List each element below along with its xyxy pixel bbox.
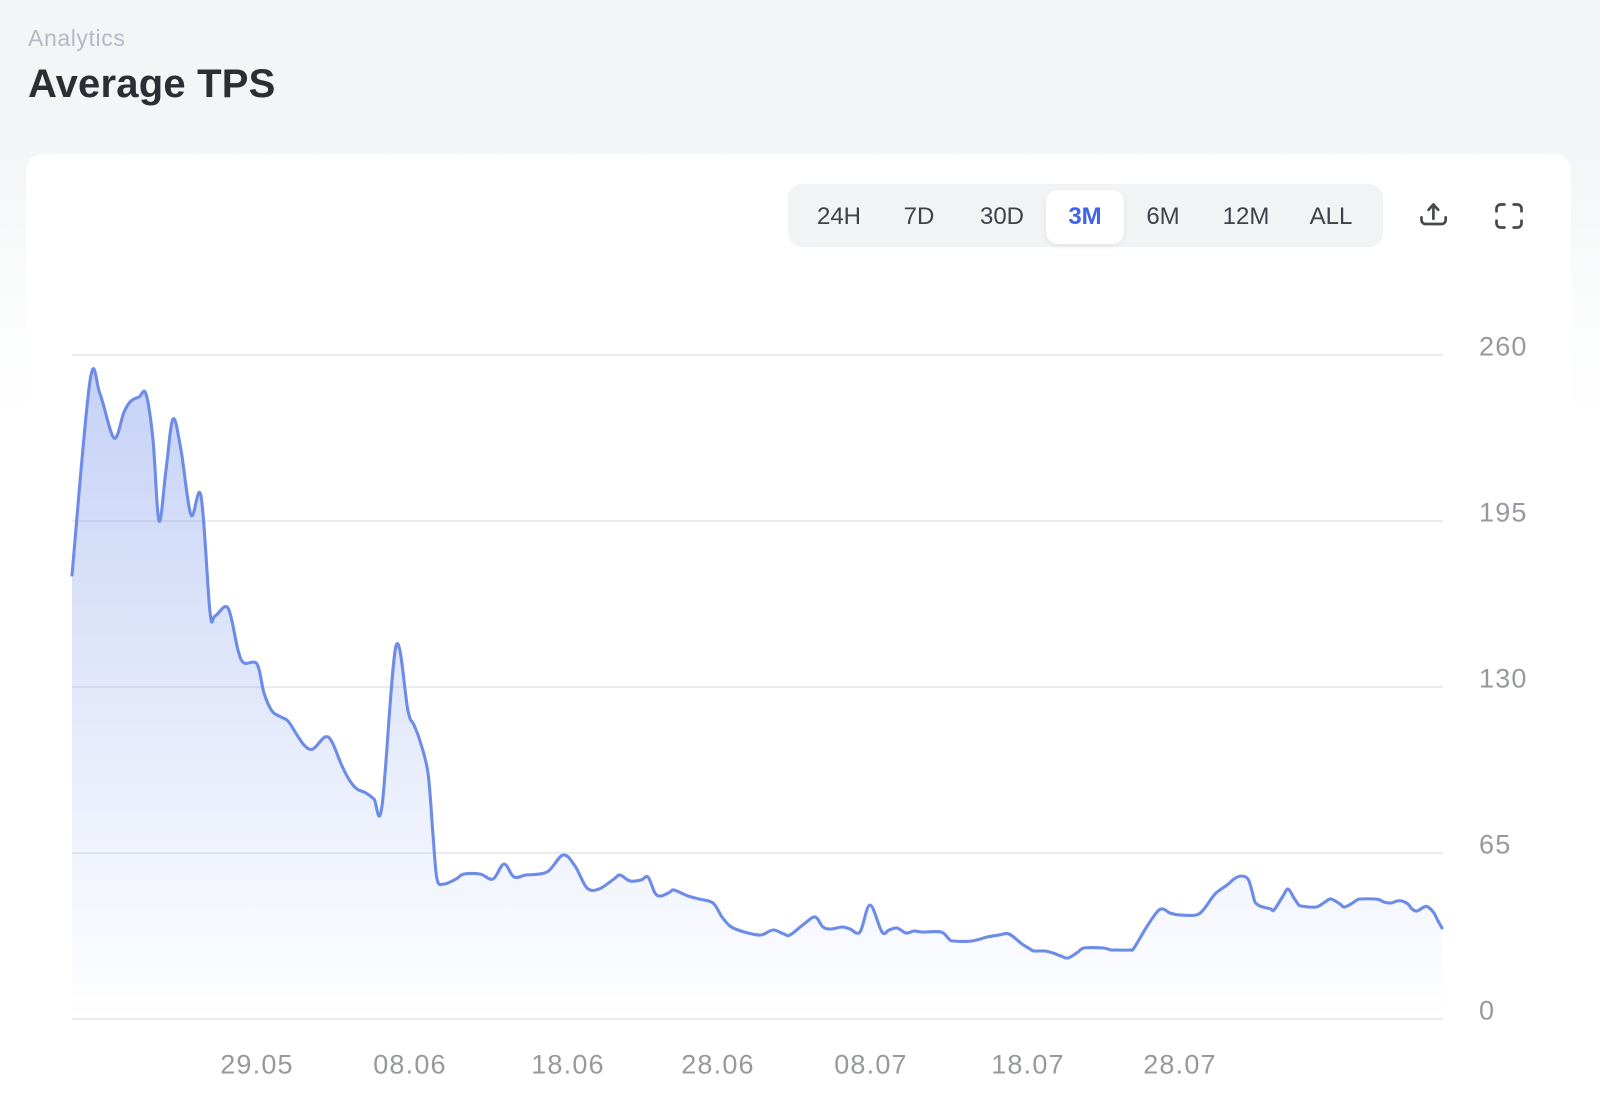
svg-text:0: 0	[1479, 996, 1495, 1026]
svg-text:18.06: 18.06	[531, 1050, 605, 1080]
svg-text:18.07: 18.07	[991, 1050, 1065, 1080]
svg-text:65: 65	[1479, 830, 1511, 860]
svg-text:195: 195	[1479, 498, 1528, 528]
svg-text:29.05: 29.05	[220, 1050, 294, 1080]
svg-text:08.06: 08.06	[373, 1050, 447, 1080]
svg-text:28.06: 28.06	[681, 1050, 755, 1080]
svg-text:130: 130	[1479, 664, 1528, 694]
svg-text:08.07: 08.07	[834, 1050, 908, 1080]
svg-text:28.07: 28.07	[1143, 1050, 1217, 1080]
svg-text:260: 260	[1479, 332, 1528, 362]
